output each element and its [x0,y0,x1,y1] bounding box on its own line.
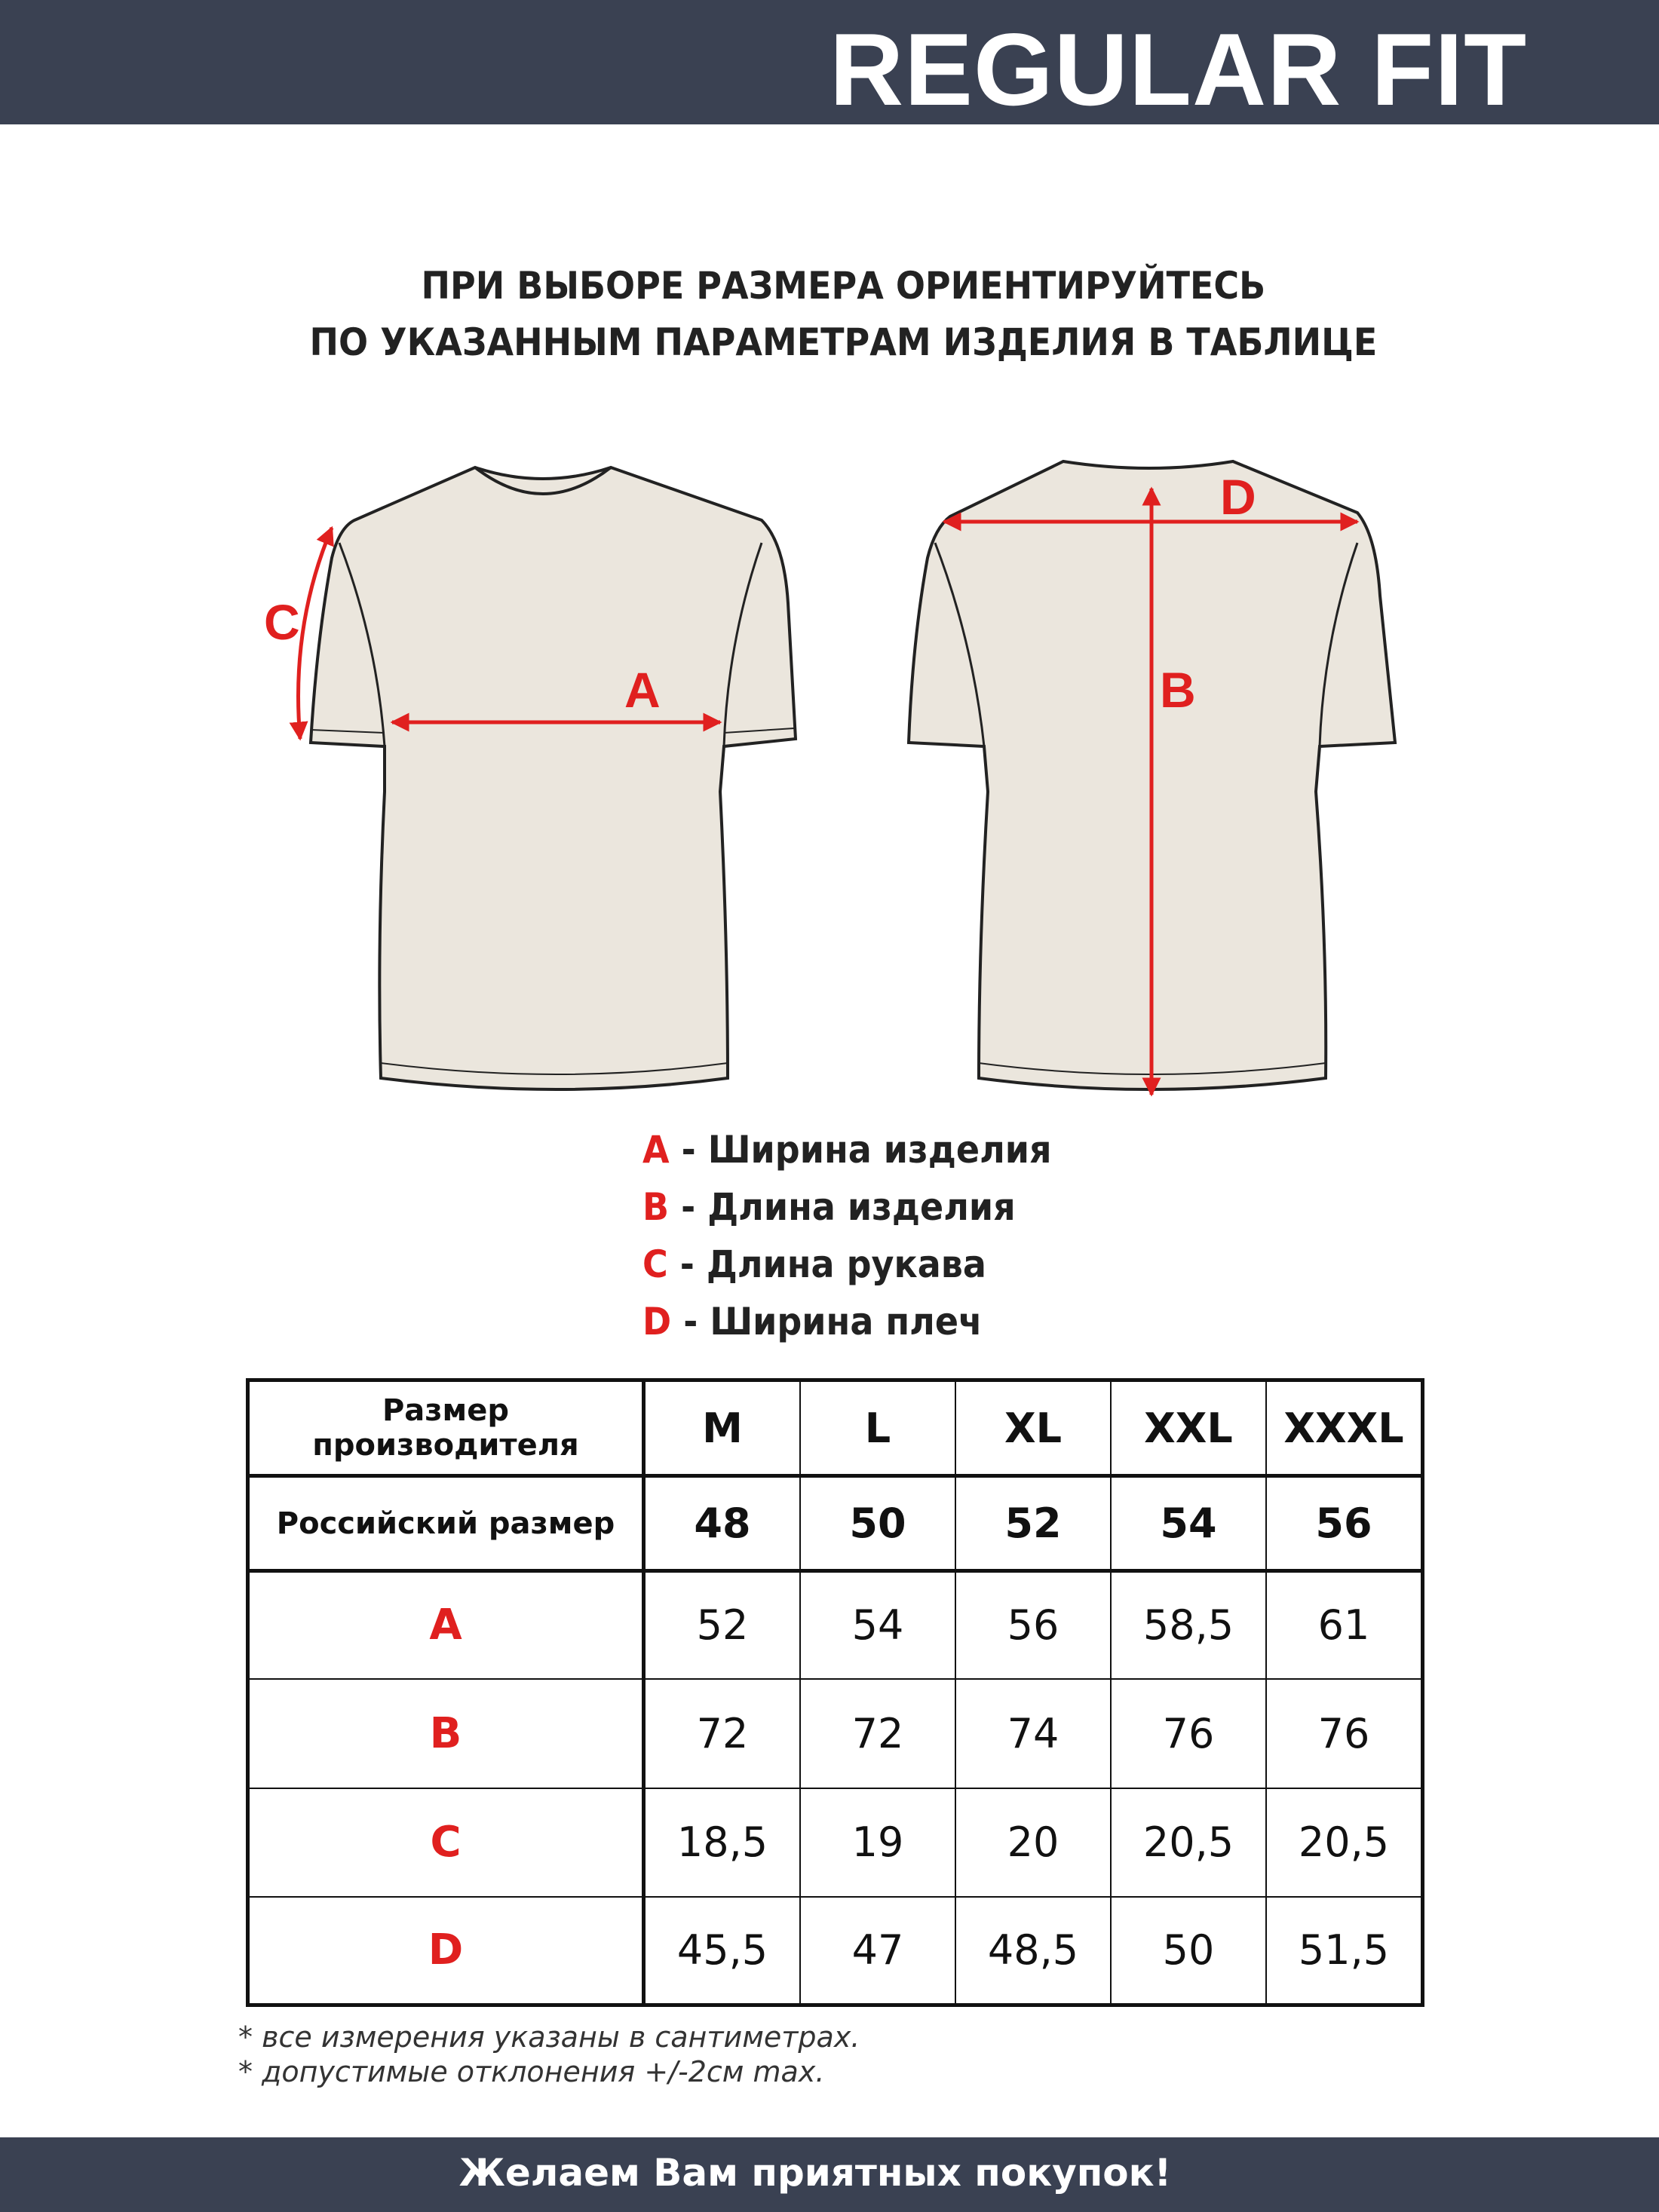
value-cell: 20,5 [1265,1787,1424,1898]
size-cell: XXXL [1265,1379,1424,1478]
legend-key: B [642,1185,670,1229]
label-a: A [624,662,661,718]
header-bar: REGULAR FIT [0,0,1659,127]
value-cell: 20 [955,1787,1112,1898]
value-cell: 54 [799,1570,956,1680]
value-cell: 19 [799,1787,956,1898]
table-row: C 18,5 19 20 20,5 20,5 [247,1787,1424,1898]
legend-text: - Ширина плеч [671,1300,983,1343]
legend-key: A [642,1128,670,1172]
ru-size-cell: 50 [799,1475,956,1573]
label-c: C [264,594,300,650]
value-cell: 18,5 [642,1787,801,1898]
measurement-arrows [289,486,1360,1097]
value-cell: 76 [1265,1677,1424,1789]
value-cell: 58,5 [1110,1570,1267,1680]
footnote-units: * все измерения указаны в сантиметрах. [238,2021,860,2054]
tshirt-diagram: A B C D [264,459,1397,1097]
footnote-tolerance: * допустимые отклонения +/-2см max. [238,2055,825,2088]
legend-key: D [642,1300,672,1343]
label-b: B [1160,662,1196,718]
legend-text: - Длина рукава [667,1242,986,1286]
ru-size-cell: 48 [642,1475,801,1573]
label-d: D [1220,469,1256,525]
ru-size-cell: 54 [1110,1475,1267,1573]
size-cell: XXL [1110,1379,1267,1478]
header-label: Размер производителя [247,1379,646,1478]
footer-text: Желаем Вам приятных покупок! [458,2151,1172,2195]
footer-bar: Желаем Вам приятных покупок! [0,2137,1659,2212]
legend-item-a: A - Ширина изделия [642,1128,1052,1172]
value-cell: 47 [799,1895,956,2006]
table-row: D 45,5 47 48,5 50 51,5 [247,1895,1424,2006]
value-cell: 48,5 [955,1895,1112,2006]
table-row: B 72 72 74 76 76 [247,1677,1424,1789]
size-cell: XL [955,1379,1112,1478]
value-cell: 72 [799,1677,956,1789]
arrow-c [289,525,334,741]
value-cell: 20,5 [1110,1787,1267,1898]
subtitle-line-2: ПО УКАЗАННЫМ ПАРАМЕТРАМ ИЗДЕЛИЯ В ТАБЛИЦ… [309,320,1378,364]
value-cell: 76 [1110,1677,1267,1789]
legend-text: - Ширина изделия [669,1128,1052,1172]
value-cell: 52 [642,1570,801,1680]
value-cell: 72 [642,1677,801,1789]
legend-item-d: D - Ширина плеч [642,1300,983,1343]
value-cell: 74 [955,1677,1112,1789]
page-title: REGULAR FIT [830,12,1528,127]
value-cell: 50 [1110,1895,1267,2006]
table-row-brand-sizes: Размер производителя M L XL XXL XXXL [247,1379,1424,1478]
legend-item-c: C - Длина рукава [642,1242,986,1286]
tshirt-front [308,465,798,1091]
value-cell: 51,5 [1265,1895,1424,2006]
row-key: D [247,1895,646,2006]
legend-item-b: B - Длина изделия [642,1185,1016,1229]
value-cell: 45,5 [642,1895,801,2006]
value-cell: 56 [955,1570,1112,1680]
row-key: A [247,1570,646,1680]
table-row: A 52 54 56 58,5 61 [247,1570,1424,1680]
ru-size-cell: 56 [1265,1475,1424,1573]
value-cell: 61 [1265,1570,1424,1680]
table-row-ru-sizes: Российский размер 48 50 52 54 56 [247,1475,1424,1573]
size-cell: M [642,1379,801,1478]
subtitle-line-1: ПРИ ВЫБОРЕ РАЗМЕРА ОРИЕНТИРУЙТЕСЬ [421,264,1266,308]
ru-size-cell: 52 [955,1475,1112,1573]
size-cell: L [799,1379,956,1478]
legend-key: C [642,1242,668,1286]
ru-label: Российский размер [247,1475,646,1573]
size-table: Размер производителя M L XL XXL XXXL Рос… [246,1378,1424,2007]
row-key: B [247,1677,646,1789]
row-key: C [247,1787,646,1898]
legend-text: - Длина изделия [669,1185,1016,1229]
